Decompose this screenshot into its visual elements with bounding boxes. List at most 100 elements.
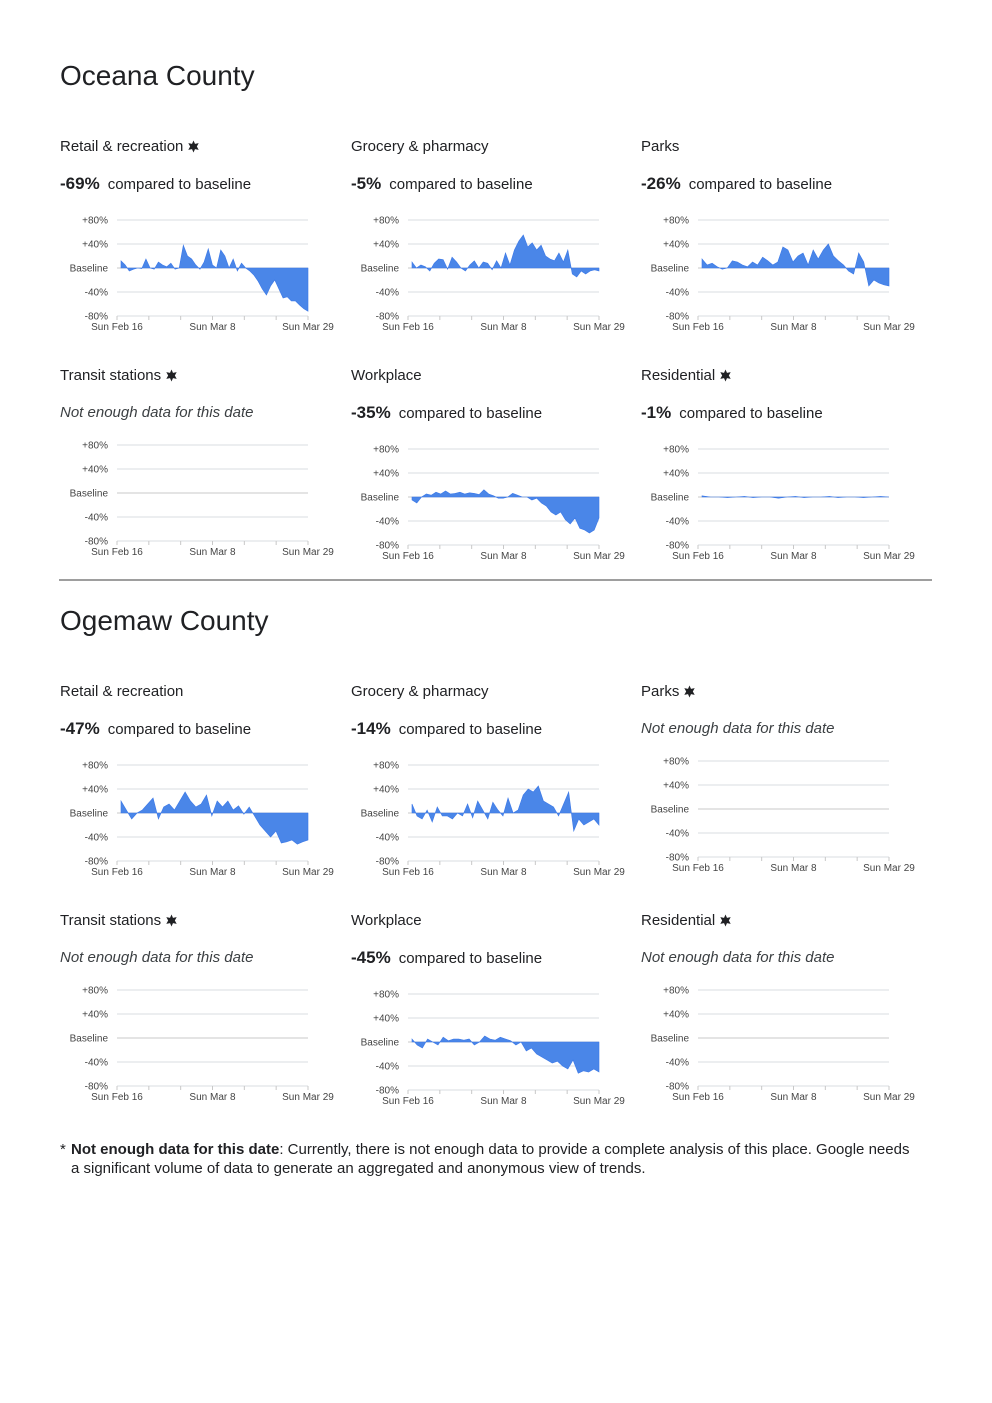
panel-title-label: Workplace: [351, 367, 422, 384]
mobility-chart: +80% +40% Baseline -40% -80%Sun Feb 16 Sun Ma…: [361, 216, 626, 334]
y-tick-label: +80%: [82, 986, 108, 997]
panel-title: Workplace: [351, 912, 422, 929]
y-tick-label: Baseline: [651, 493, 690, 504]
x-tick-label: Sun Mar 8: [189, 322, 236, 333]
y-tick-label: Baseline: [651, 1034, 690, 1045]
y-tick-label: +40%: [373, 469, 399, 480]
panel-title-label: Retail & recreation: [60, 683, 184, 700]
percent-value: -69%: [60, 174, 100, 193]
y-tick-label: +40%: [663, 1010, 689, 1021]
y-tick-label: -40%: [376, 1062, 399, 1073]
y-tick-label: Baseline: [651, 805, 690, 816]
compare-label: compared to baseline: [398, 721, 543, 738]
percent-value: -5%: [351, 174, 382, 193]
percent-change: -47% compared to baseline: [60, 719, 251, 739]
mobility-chart: +80% +40% Baseline -40% -80%Sun Feb 16 Sun Ma…: [361, 761, 626, 879]
x-tick-label: Sun Mar 8: [480, 1096, 527, 1107]
mobility-panel: Transit stations Not enough data for this…: [60, 367, 350, 567]
percent-value: -1%: [641, 403, 672, 422]
y-tick-label: -40%: [666, 517, 689, 528]
mobility-chart: +80% +40% Baseline -40% -80%Sun Feb 16 Sun Ma…: [70, 441, 335, 559]
y-tick-label: -80%: [376, 1086, 399, 1097]
x-tick-label: Sun Mar 8: [189, 547, 236, 558]
y-tick-label: -40%: [85, 833, 108, 844]
y-tick-label: +40%: [82, 240, 108, 251]
mobility-panel: Transit stations Not enough data for this…: [60, 912, 350, 1112]
y-tick-label: -80%: [376, 857, 399, 868]
panel-title-label: Transit stations: [60, 367, 162, 384]
y-tick-label: -80%: [85, 857, 108, 868]
mobility-panel: Grocery & pharmacy -14% compared to baseli…: [351, 683, 641, 883]
mobility-panel: Retail & recreation -47% compared to basel…: [60, 683, 350, 883]
x-tick-label: Sun Mar 8: [480, 551, 527, 562]
panel-title-label: Residential: [641, 367, 716, 384]
panel-title-label: Grocery & pharmacy: [351, 683, 489, 700]
footnote-text: : Currently, there is not enough data to…: [71, 1141, 910, 1177]
percent-change: -1% compared to baseline: [641, 403, 823, 423]
y-tick-label: Baseline: [361, 1038, 400, 1049]
mobility-chart: +80% +40% Baseline -40% -80%Sun Feb 16 Sun Ma…: [70, 986, 335, 1104]
asterisk-icon: [166, 914, 177, 927]
mobility-series-area: [701, 243, 890, 287]
panel-title-label: Retail & recreation: [60, 138, 184, 155]
percent-value: -47%: [60, 719, 100, 738]
mobility-panel: Workplace -35% compared to baseline +80% +40…: [351, 367, 641, 567]
y-tick-label: +40%: [82, 1010, 108, 1021]
no-data-message: Not enough data for this date: [641, 720, 835, 737]
y-tick-label: -80%: [85, 537, 108, 548]
compare-label: compared to baseline: [398, 950, 543, 967]
mobility-panel: Parks Not enough data for this date +80% +4…: [641, 683, 931, 883]
x-tick-label: Sun Mar 29: [573, 551, 625, 562]
no-data-message: Not enough data for this date: [60, 404, 254, 421]
panel-title-label: Grocery & pharmacy: [351, 138, 489, 155]
x-tick-label: Sun Mar 29: [282, 867, 334, 878]
percent-change: -35% compared to baseline: [351, 403, 542, 423]
footnote-key: Not enough data for this date: [71, 1141, 280, 1158]
percent-value: -45%: [351, 948, 391, 967]
y-tick-label: +80%: [82, 441, 108, 452]
mobility-chart: +80% +40% Baseline -40% -80%Sun Feb 16 Sun Ma…: [361, 990, 626, 1108]
y-tick-label: +80%: [373, 216, 399, 227]
mobility-chart: +80% +40% Baseline -40% -80%Sun Feb 16 Sun Ma…: [70, 761, 335, 879]
percent-change: -45% compared to baseline: [351, 948, 542, 968]
y-tick-label: +80%: [663, 757, 689, 768]
panel-title-label: Workplace: [351, 912, 422, 929]
percent-value: -14%: [351, 719, 391, 738]
x-tick-label: Sun Mar 29: [863, 1092, 915, 1103]
panel-title: Residential: [641, 367, 732, 384]
panel-title: Transit stations: [60, 912, 178, 929]
panel-title-label: Parks: [641, 138, 680, 155]
y-tick-label: +40%: [373, 240, 399, 251]
percent-change: -5% compared to baseline: [351, 174, 533, 194]
y-tick-label: -40%: [376, 288, 399, 299]
x-tick-label: Sun Mar 29: [573, 867, 625, 878]
y-tick-label: -80%: [666, 541, 689, 552]
percent-change: -14% compared to baseline: [351, 719, 542, 739]
x-tick-label: Sun Mar 8: [480, 867, 527, 878]
y-tick-label: +80%: [82, 216, 108, 227]
x-tick-label: Sun Mar 8: [189, 1092, 236, 1103]
y-tick-label: -40%: [376, 517, 399, 528]
x-tick-label: Sun Feb 16: [672, 1092, 724, 1103]
panel-title: Grocery & pharmacy: [351, 138, 489, 155]
panel-title: Retail & recreation: [60, 138, 200, 155]
mobility-panel: Workplace -45% compared to baseline +80% +40…: [351, 912, 641, 1112]
panel-title-label: Transit stations: [60, 912, 162, 929]
x-tick-label: Sun Feb 16: [91, 1092, 143, 1103]
compare-label: compared to baseline: [389, 176, 533, 193]
y-tick-label: -40%: [666, 829, 689, 840]
y-tick-label: Baseline: [70, 489, 109, 500]
mobility-chart: +80% +40% Baseline -40% -80%Sun Feb 16 Sun Ma…: [651, 757, 916, 875]
x-tick-label: Sun Mar 8: [770, 551, 817, 562]
section-divider: [59, 579, 932, 581]
x-tick-label: Sun Mar 8: [189, 867, 236, 878]
x-tick-label: Sun Mar 29: [863, 322, 915, 333]
mobility-series-area: [701, 495, 890, 499]
county-title-oceana: Oceana County: [60, 60, 255, 91]
x-tick-label: Sun Mar 8: [770, 863, 817, 874]
no-data-message: Not enough data for this date: [60, 949, 254, 966]
asterisk-icon: [720, 914, 731, 927]
y-tick-label: +40%: [373, 1014, 399, 1025]
y-tick-label: -80%: [666, 312, 689, 323]
y-tick-label: -80%: [666, 1082, 689, 1093]
